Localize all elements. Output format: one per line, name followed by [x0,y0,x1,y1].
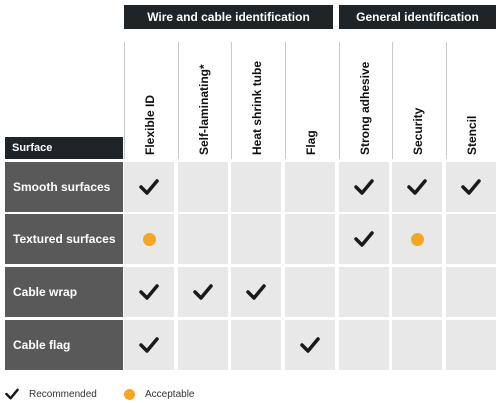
grid-cell [124,320,174,370]
grid-cell [285,320,335,370]
grid-cell [285,214,335,264]
grid-cell [392,320,442,370]
grid-cell [392,267,442,317]
grid-cell [124,162,174,212]
check-icon [246,284,266,300]
check-icon [354,179,374,195]
grid-cell [178,162,228,212]
column-header-label: Stencil [465,115,479,155]
dot-icon [410,232,424,246]
column-header: Heat shrink tube [231,42,284,159]
column-header-label: Security [411,107,425,155]
group-header-general: General identification [339,5,496,29]
grid-cell [339,214,389,264]
dot-icon [124,388,135,400]
row-label: Smooth surfaces [5,162,123,212]
grid-cell [446,267,496,317]
check-icon [407,179,427,195]
grid-cell [124,214,174,264]
grid-cell [339,162,389,212]
check-icon [5,388,19,400]
grid-cell [392,214,442,264]
surface-header: Surface [5,137,123,159]
legend-recommended-label: Recommended [29,388,97,400]
grid-cell [446,162,496,212]
grid-cell [178,267,228,317]
legend-acceptable: Acceptable [124,386,194,402]
grid-cell [231,214,281,264]
grid-cell [178,320,228,370]
check-icon [193,284,213,300]
grid-cell [231,162,281,212]
row-label: Cable wrap [5,267,123,317]
check-icon [461,179,481,195]
check-icon [300,337,320,353]
check-icon [354,231,374,247]
column-header: Strong adhesive [339,42,392,159]
grid-cell [339,320,389,370]
column-header: Security [392,42,445,159]
check-icon [139,284,159,300]
grid-cell [446,214,496,264]
row-label: Cable flag [5,320,123,370]
grid-cell [446,320,496,370]
grid-cell [285,267,335,317]
dot-icon [142,232,156,246]
column-header-label: Strong adhesive [358,61,372,155]
legend-acceptable-label: Acceptable [145,388,195,400]
column-header-label: Self-laminating* [197,64,211,155]
grid-cell [178,214,228,264]
row-label: Textured surfaces [5,214,123,264]
grid-cell [231,267,281,317]
column-header: Self-laminating* [178,42,231,159]
column-header: Stencil [446,42,499,159]
grid-cell [285,162,335,212]
check-icon [139,337,159,353]
column-header-label: Heat shrink tube [250,60,264,155]
legend-recommended: Recommended [5,386,97,402]
column-header-label: Flexible ID [143,94,157,155]
grid-cell [339,267,389,317]
grid-cell [392,162,442,212]
group-header-wire-cable: Wire and cable identification [124,5,333,29]
grid-cell [231,320,281,370]
check-icon [139,179,159,195]
column-header: Flexible ID [124,42,177,159]
grid-cell [124,267,174,317]
column-header-label: Flag [304,130,318,155]
column-header: Flag [285,42,338,159]
